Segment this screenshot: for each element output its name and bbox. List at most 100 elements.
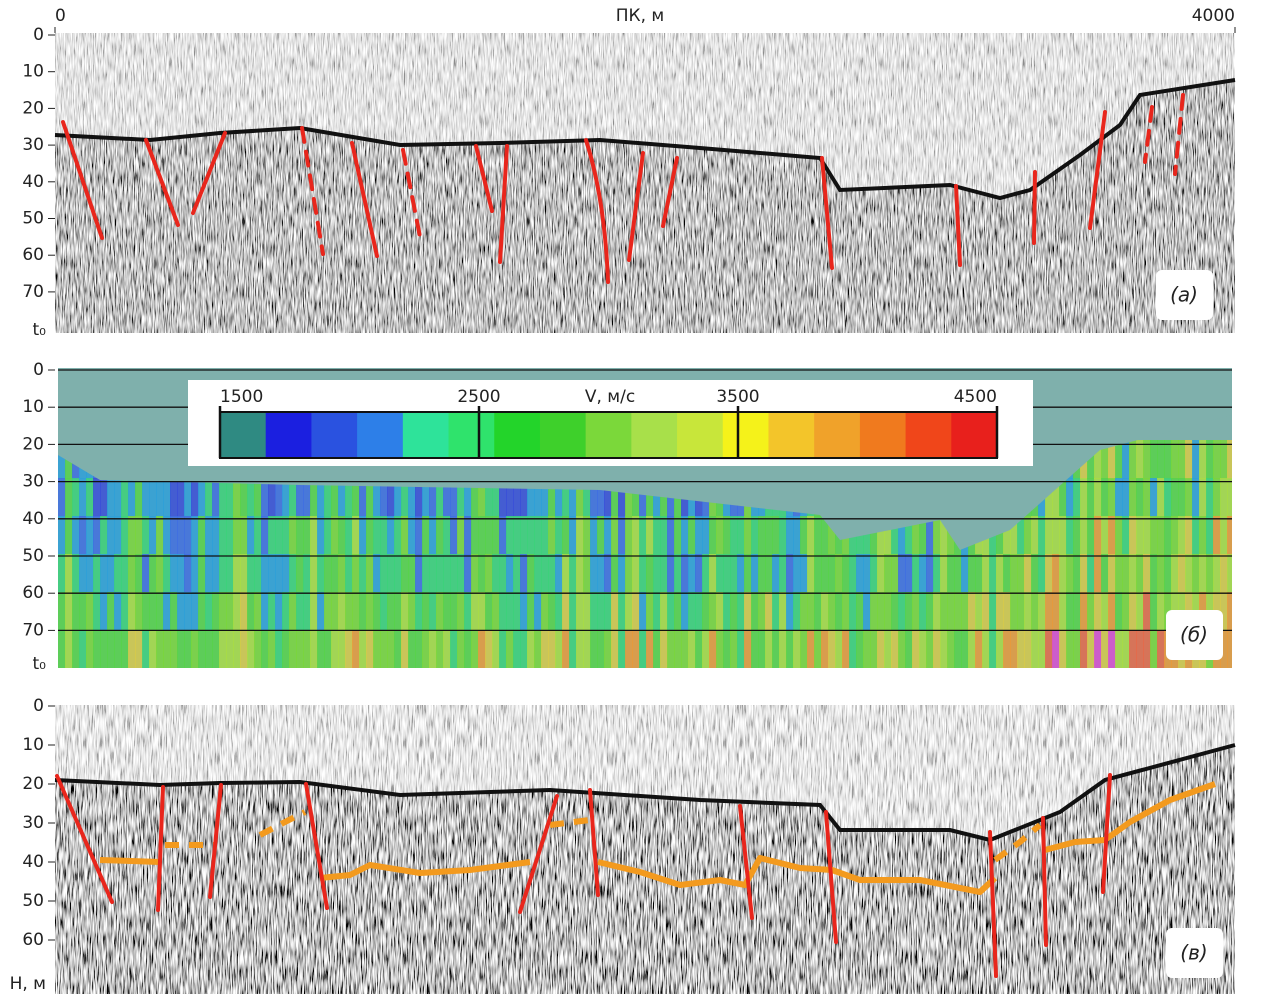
velocity-cell (716, 516, 724, 555)
velocity-cell (905, 592, 913, 631)
velocity-cell (1066, 592, 1074, 631)
velocity-cell (1171, 478, 1179, 517)
y-end-label: t₀ (33, 320, 47, 340)
velocity-cell (408, 630, 416, 669)
y-tick-label: 0 (33, 696, 44, 716)
velocity-cell (415, 630, 423, 669)
velocity-cell (121, 592, 129, 631)
velocity-cell (387, 516, 395, 555)
velocity-cell (268, 516, 276, 555)
velocity-cell (737, 554, 745, 593)
velocity-cell (107, 630, 115, 669)
velocity-cell (723, 554, 731, 593)
velocity-cell (835, 592, 843, 631)
velocity-cell (604, 630, 612, 669)
velocity-cell (513, 592, 521, 631)
velocity-cell (702, 516, 710, 555)
velocity-cell (1227, 592, 1235, 631)
y-tick-label: 50 (22, 891, 44, 911)
velocity-cell (604, 516, 612, 555)
velocity-cell (541, 554, 549, 593)
velocity-cell (569, 516, 577, 555)
velocity-cell (786, 554, 794, 593)
velocity-cell (1129, 440, 1137, 479)
velocity-cell (387, 630, 395, 669)
fault (1034, 172, 1035, 243)
velocity-cell (1164, 440, 1172, 479)
colorbar-band (860, 412, 906, 458)
velocity-cell (142, 554, 150, 593)
velocity-cell (121, 478, 129, 517)
velocity-cell (933, 516, 941, 555)
velocity-cell (709, 554, 717, 593)
y-tick-label: 20 (22, 774, 44, 794)
velocity-cell (1087, 592, 1095, 631)
velocity-cell (478, 592, 486, 631)
velocity-cell (485, 630, 493, 669)
velocity-cell (464, 630, 472, 669)
velocity-cell (1101, 630, 1109, 669)
velocity-cell (485, 554, 493, 593)
velocity-cell (240, 554, 248, 593)
velocity-cell (1066, 478, 1074, 517)
velocity-cell (737, 630, 745, 669)
velocity-cell (891, 630, 899, 669)
velocity-cell (1073, 630, 1081, 669)
velocity-cell (828, 554, 836, 593)
velocity-cell (359, 516, 367, 555)
velocity-cell (835, 630, 843, 669)
velocity-cell (604, 554, 612, 593)
velocity-cell (695, 630, 703, 669)
velocity-cell (156, 516, 164, 555)
velocity-cell (1003, 554, 1011, 593)
velocity-cell (338, 554, 346, 593)
velocity-cell (114, 630, 122, 669)
velocity-cell (289, 630, 297, 669)
colorbar-band (723, 412, 769, 458)
velocity-cell (317, 592, 325, 631)
velocity-cell (296, 516, 304, 555)
panel-c: (в) (55, 705, 1235, 994)
velocity-cell (821, 630, 829, 669)
velocity-cell (807, 592, 815, 631)
velocity-cell (464, 592, 472, 631)
velocity-cell (457, 554, 465, 593)
velocity-cell (632, 630, 640, 669)
velocity-cell (443, 554, 451, 593)
velocity-cell (457, 516, 465, 555)
velocity-cell (793, 630, 801, 669)
velocity-cell (1213, 516, 1221, 555)
velocity-cell (1143, 630, 1151, 669)
velocity-cell (345, 630, 353, 669)
velocity-cell (58, 592, 66, 631)
velocity-cell (366, 630, 374, 669)
velocity-cell (1031, 592, 1039, 631)
velocity-cell (1143, 440, 1151, 479)
velocity-cell (660, 630, 668, 669)
velocity-cell (681, 516, 689, 555)
velocity-cell (975, 554, 983, 593)
velocity-cell (1143, 478, 1151, 517)
velocity-cell (471, 592, 479, 631)
velocity-cell (1045, 630, 1053, 669)
velocity-cell (1087, 478, 1095, 517)
velocity-cell (177, 592, 185, 631)
velocity-cell (205, 554, 213, 593)
velocity-cell (520, 516, 528, 555)
velocity-cell (149, 592, 157, 631)
velocity-cell (1094, 478, 1102, 517)
y-tick-label: 40 (22, 509, 44, 529)
velocity-cell (1178, 440, 1186, 479)
colorbar-band (311, 412, 357, 458)
velocity-cell (212, 478, 220, 517)
panel-label: (б) (1180, 623, 1208, 647)
velocity-cell (1122, 592, 1130, 631)
velocity-cell (114, 554, 122, 593)
y-tick-label: 10 (22, 735, 44, 755)
velocity-cell (989, 592, 997, 631)
velocity-cell (919, 630, 927, 669)
velocity-cell (142, 516, 150, 555)
velocity-cell (1122, 440, 1130, 479)
velocity-cell (681, 630, 689, 669)
velocity-cell (772, 630, 780, 669)
